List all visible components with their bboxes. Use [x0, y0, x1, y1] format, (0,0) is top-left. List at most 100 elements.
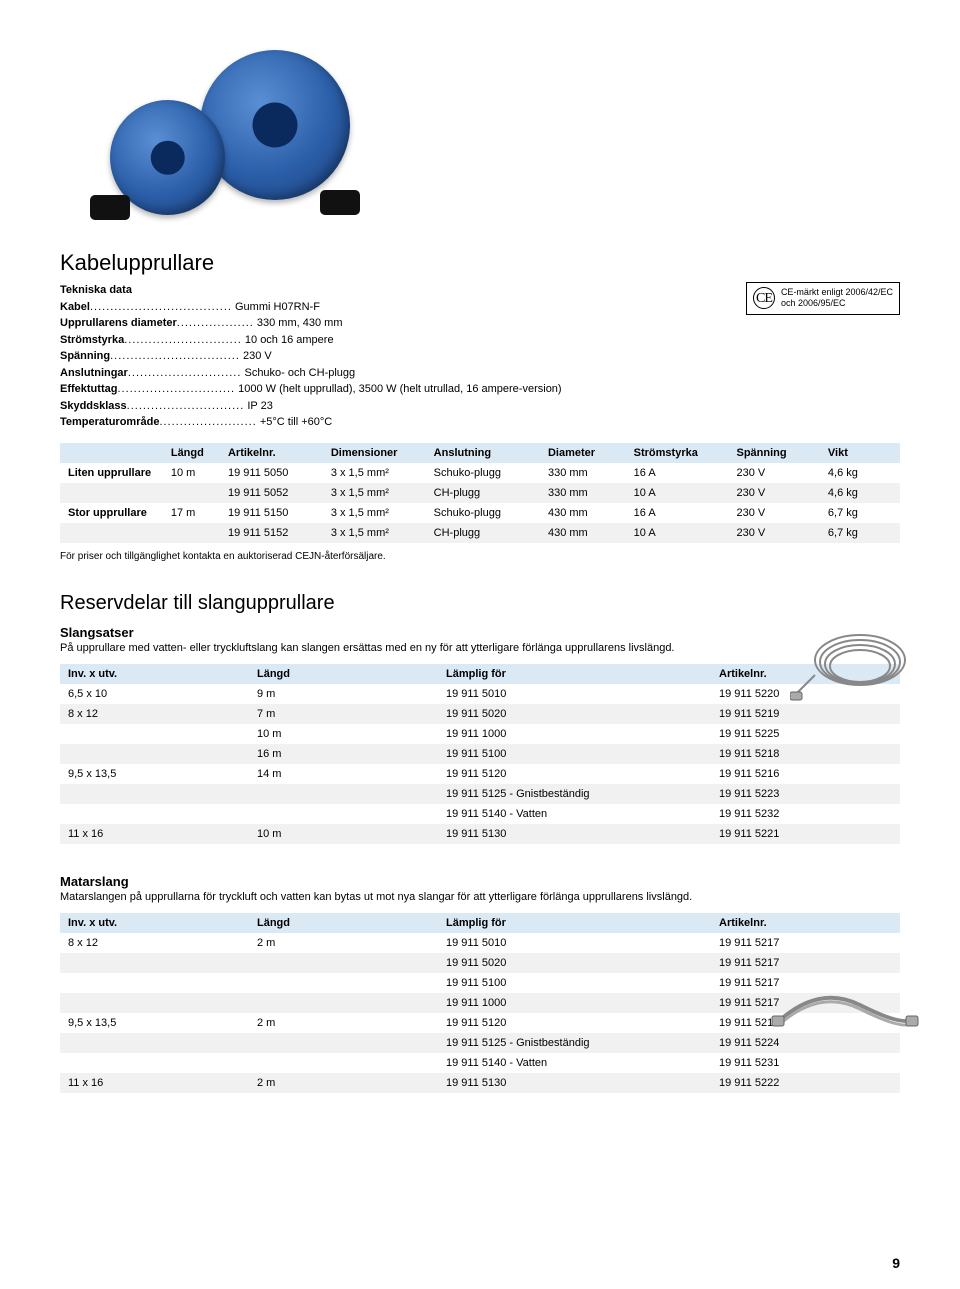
table-cell: 11 x 16	[60, 1073, 249, 1093]
table-cell: 9 m	[249, 684, 438, 704]
tech-spec-row: Anslutningar............................…	[60, 365, 562, 382]
table-cell: 16 m	[249, 744, 438, 764]
tech-spec-row: Kabel...................................…	[60, 299, 562, 316]
table-cell: 3 x 1,5 mm²	[323, 463, 426, 483]
table-cell: 11 x 16	[60, 824, 249, 844]
ce-mark-box: CE CE-märkt enligt 2006/42/EC och 2006/9…	[746, 282, 900, 315]
table-cell: 4,6 kg	[820, 463, 900, 483]
plug-icon	[320, 190, 360, 215]
table-cell: Stor upprullare	[60, 503, 163, 523]
subsection-desc: Matarslangen på upprullarna för tryckluf…	[60, 891, 760, 903]
reel-icon	[200, 50, 350, 200]
table-cell: 19 911 5010	[438, 933, 711, 953]
table-row: 19 911 5125 - Gnistbeständig19 911 5223	[60, 784, 900, 804]
table-row: 11 x 1610 m19 911 513019 911 5221	[60, 824, 900, 844]
table-cell: 6,7 kg	[820, 503, 900, 523]
table-slangsatser: Inv. x utv.LängdLämplig förArtikelnr. 6,…	[60, 664, 900, 844]
table-cell: 19 911 5232	[711, 804, 900, 824]
table-header: Längd	[249, 913, 438, 933]
tech-spec-row: Temperaturområde........................…	[60, 414, 562, 431]
tech-spec-row: Skyddsklass.............................…	[60, 398, 562, 415]
table-cell: 19 911 5050	[220, 463, 323, 483]
tech-spec-row: Strömstyrka.............................…	[60, 332, 562, 349]
table-cell: 19 911 5010	[438, 684, 711, 704]
table-kabelupprullare: LängdArtikelnr.DimensionerAnslutningDiam…	[60, 443, 900, 543]
table-cell: 14 m	[249, 764, 438, 784]
subsection-title: Slangsatser	[60, 625, 900, 640]
table-header: Diameter	[540, 443, 626, 463]
table-cell: Liten upprullare	[60, 463, 163, 483]
table-header: Strömstyrka	[626, 443, 729, 463]
table-header: Längd	[163, 443, 220, 463]
table-cell: Schuko-plugg	[426, 503, 540, 523]
table-cell: CH-plugg	[426, 523, 540, 543]
table-row: 9,5 x 13,514 m19 911 512019 911 5216	[60, 764, 900, 784]
table-cell: 230 V	[729, 483, 820, 503]
table-cell: 19 911 5221	[711, 824, 900, 844]
tech-title: Tekniska data	[60, 284, 132, 296]
table-cell: 19 911 5152	[220, 523, 323, 543]
table-cell: Schuko-plugg	[426, 463, 540, 483]
table-cell	[60, 1053, 249, 1073]
table-cell: 2 m	[249, 1013, 438, 1033]
subsection-title: Matarslang	[60, 874, 900, 889]
table-cell	[60, 784, 249, 804]
table-row: 19 911 5140 - Vatten19 911 5232	[60, 804, 900, 824]
table-cell: 19 911 5120	[438, 1013, 711, 1033]
table-cell: 19 911 5217	[711, 953, 900, 973]
table-cell: 6,5 x 10	[60, 684, 249, 704]
table-header: Dimensioner	[323, 443, 426, 463]
section-title: Reservdelar till slangupprullare	[60, 592, 900, 615]
table-cell: 2 m	[249, 933, 438, 953]
table-cell: 19 911 5216	[711, 764, 900, 784]
table-cell	[249, 993, 438, 1013]
table-cell: 10 A	[626, 523, 729, 543]
table-row: 8 x 127 m19 911 502019 911 5219	[60, 704, 900, 724]
table-cell: 2 m	[249, 1073, 438, 1093]
table-cell: 19 911 5130	[438, 1073, 711, 1093]
table-cell: 19 911 5150	[220, 503, 323, 523]
table-cell: 8 x 12	[60, 933, 249, 953]
table-row: 11 x 162 m19 911 513019 911 5222	[60, 1073, 900, 1093]
table-cell: 19 911 5140 - Vatten	[438, 804, 711, 824]
ce-icon: CE	[753, 287, 775, 309]
hose-illustration	[770, 980, 920, 1050]
table-cell: 19 911 5217	[711, 933, 900, 953]
ce-text: och 2006/95/EC	[781, 298, 846, 308]
table-cell: 19 911 5223	[711, 784, 900, 804]
table-cell	[60, 744, 249, 764]
table-header: Längd	[249, 664, 438, 684]
table-row: Stor upprullare17 m19 911 51503 x 1,5 mm…	[60, 503, 900, 523]
table-cell: 230 V	[729, 503, 820, 523]
table-cell	[249, 1053, 438, 1073]
table-header: Spänning	[729, 443, 820, 463]
table-cell: 19 911 5218	[711, 744, 900, 764]
table-cell: 16 A	[626, 503, 729, 523]
table-cell	[60, 523, 163, 543]
table-row: 16 m19 911 510019 911 5218	[60, 744, 900, 764]
table-cell: 9,5 x 13,5	[60, 1013, 249, 1033]
table-row: 10 m19 911 100019 911 5225	[60, 724, 900, 744]
tech-spec-row: Upprullarens diameter...................…	[60, 315, 562, 332]
table-cell	[249, 953, 438, 973]
table-cell: 10 m	[249, 824, 438, 844]
table-cell: 19 911 5120	[438, 764, 711, 784]
table-header: Artikelnr.	[220, 443, 323, 463]
table-cell	[60, 953, 249, 973]
table-cell: 19 911 5225	[711, 724, 900, 744]
table-cell: 19 911 5125 - Gnistbeständig	[438, 1033, 711, 1053]
table-cell: 10 m	[249, 724, 438, 744]
table-cell: 17 m	[163, 503, 220, 523]
table-cell: 3 x 1,5 mm²	[323, 503, 426, 523]
table-cell: 230 V	[729, 463, 820, 483]
table-cell: 3 x 1,5 mm²	[323, 523, 426, 543]
table-cell: 10 m	[163, 463, 220, 483]
table-cell: 19 911 5052	[220, 483, 323, 503]
table-cell: 330 mm	[540, 483, 626, 503]
table-cell: 430 mm	[540, 523, 626, 543]
table-row: 19 911 51523 x 1,5 mm²CH-plugg430 mm10 A…	[60, 523, 900, 543]
table-cell: 430 mm	[540, 503, 626, 523]
table-cell: 19 911 1000	[438, 724, 711, 744]
table-cell	[60, 993, 249, 1013]
table-cell: 7 m	[249, 704, 438, 724]
